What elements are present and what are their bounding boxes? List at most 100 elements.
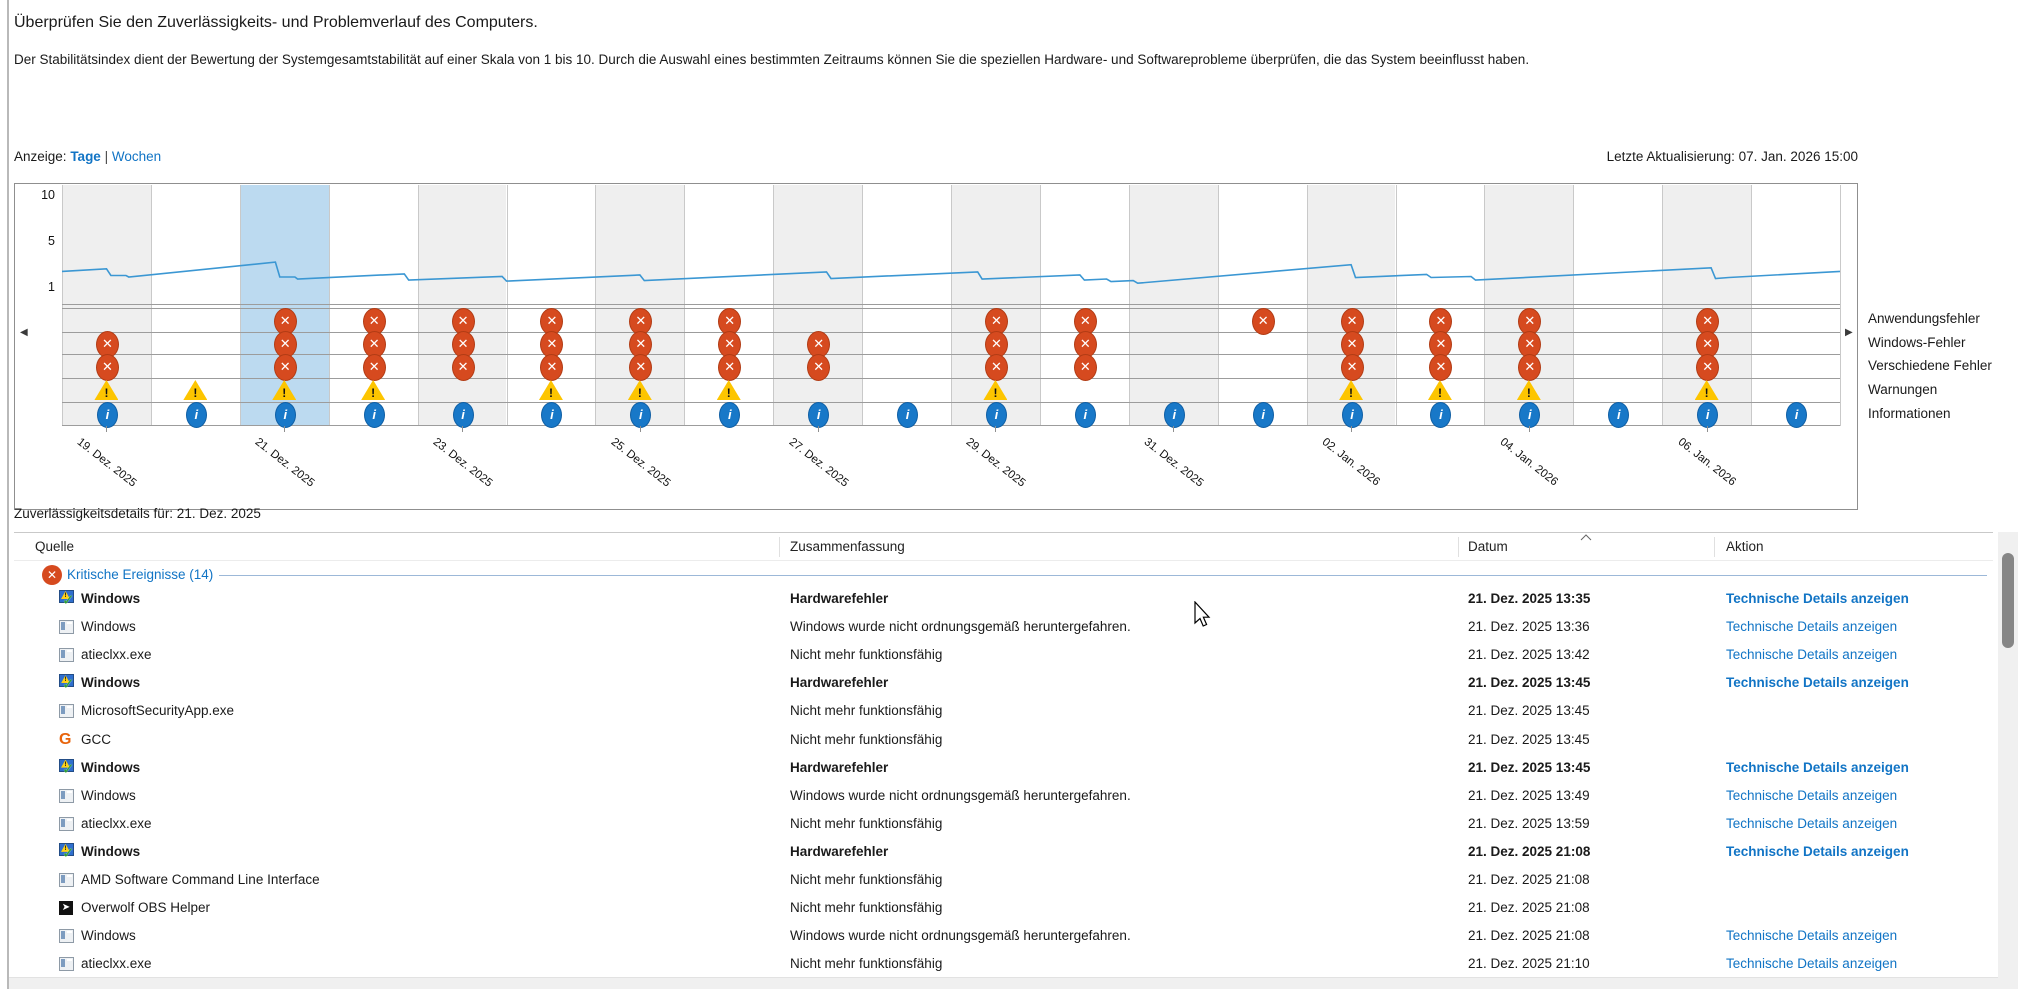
row-source: Windows (81, 787, 136, 803)
windows-hardware-error-icon: ! ✓ (59, 842, 76, 862)
table-row[interactable]: atieclxx.exe Nicht mehr funktionsfähig 21.… (14, 950, 1993, 978)
table-row[interactable]: AMD Software Command Line Interface Nicht… (14, 866, 1993, 894)
check-overlay: ✓ (62, 844, 75, 862)
column-separator[interactable] (779, 537, 780, 557)
application-icon (59, 815, 76, 832)
y-axis-tick-1: 1 (48, 280, 55, 294)
day-column-9[interactable] (773, 185, 863, 426)
column-header-aktion[interactable]: Aktion (1726, 539, 1764, 554)
technical-details-link[interactable]: Technische Details anzeigen (1726, 956, 1898, 972)
misc-error-icon: ✕ (451, 353, 475, 381)
misc-error-icon: ✕ (718, 353, 742, 381)
technical-details-link[interactable]: Technische Details anzeigen (1726, 647, 1898, 663)
window-shape (59, 648, 74, 663)
grid-hline (62, 425, 1840, 426)
date-tick (284, 426, 286, 432)
application-icon (59, 927, 76, 944)
table-row[interactable]: G GCC Nicht mehr funktionsfähig 21. Dez. 20… (14, 726, 1993, 754)
technical-details-link[interactable]: Technische Details anzeigen (1726, 675, 1909, 691)
legend-informationen: Informationen (1868, 406, 1951, 421)
technical-details-link[interactable]: Technische Details anzeigen (1726, 843, 1909, 859)
sort-ascending-icon (1580, 534, 1592, 541)
scroll-right-icon[interactable]: ▶ (1845, 327, 1853, 338)
table-row[interactable]: atieclxx.exe Nicht mehr funktionsfähig 21.… (14, 641, 1993, 669)
row-source: atieclxx.exe (81, 956, 152, 972)
day-column-13[interactable] (1128, 185, 1218, 426)
view-days-link[interactable]: Tage (70, 149, 101, 164)
date-tick (1706, 426, 1708, 432)
technical-details-link[interactable]: Technische Details anzeigen (1726, 928, 1898, 944)
date-tick (1351, 426, 1353, 432)
technical-details-link[interactable]: Technische Details anzeigen (1726, 759, 1909, 775)
column-separator[interactable] (1458, 537, 1459, 557)
date-label: 06. Jan. 2026 (1675, 436, 1738, 489)
application-error-icon: ✕ (984, 307, 1008, 335)
grid-vline (862, 185, 864, 426)
gcc-app-icon: G (59, 730, 72, 748)
row-source: atieclxx.exe (81, 815, 152, 831)
row-date: 21. Dez. 2025 13:42 (1468, 647, 1590, 663)
table-row[interactable]: ! ✓ Windows Hardwarefehler 21. Dez. 2025 21:… (14, 838, 1993, 866)
table-row[interactable]: ! ✓ Windows Hardwarefehler 21. Dez. 2025 13:… (14, 754, 1993, 782)
row-summary: Nicht mehr funktionsfähig (790, 731, 943, 747)
row-summary: Hardwarefehler (790, 759, 889, 775)
table-row[interactable]: MicrosoftSecurityApp.exe Nicht mehr funkt… (14, 697, 1993, 725)
mouse-cursor (1194, 601, 1211, 627)
windows-hardware-error-icon: ! ✓ (59, 674, 76, 694)
windows-error-icon: ✕ (1073, 330, 1097, 358)
grid-vline (1217, 185, 1219, 426)
table-row[interactable]: Windows Windows wurde nicht ordnungsgemäß… (14, 613, 1993, 641)
scroll-left-icon[interactable]: ◀ (20, 327, 28, 338)
day-column-5[interactable] (417, 185, 507, 426)
column-header-quelle[interactable]: Quelle (35, 539, 75, 554)
critical-events-group-label[interactable]: Kritische Ereignisse (14) (67, 567, 214, 582)
column-separator[interactable] (1714, 537, 1715, 557)
row-summary: Nicht mehr funktionsfähig (790, 815, 943, 831)
information-icon: i (1786, 402, 1808, 428)
row-date: 21. Dez. 2025 13:45 (1468, 731, 1590, 747)
date-tick (639, 426, 641, 432)
vertical-scrollbar-thumb[interactable] (2002, 553, 2014, 648)
row-date: 21. Dez. 2025 21:08 (1468, 928, 1590, 944)
row-summary: Hardwarefehler (790, 675, 889, 691)
table-row[interactable]: ! ✓ Windows Hardwarefehler 21. Dez. 2025 13:… (14, 669, 1993, 697)
column-header-zusammenfassung[interactable]: Zusammenfassung (790, 539, 905, 554)
information-icon: i (185, 402, 207, 428)
row-summary: Nicht mehr funktionsfähig (790, 703, 943, 719)
table-row[interactable]: Windows Windows wurde nicht ordnungsgemäß… (14, 782, 1993, 810)
row-source: Windows (81, 619, 136, 635)
table-row[interactable]: ! ✓ Windows Hardwarefehler 21. Dez. 2025 13:… (14, 585, 1993, 613)
bottom-strip (9, 977, 1998, 989)
page-title: Überprüfen Sie den Zuverlässigkeits- und… (14, 14, 538, 31)
legend-warnungen: Warnungen (1868, 382, 1938, 397)
application-icon (59, 618, 76, 635)
date-label: 21. Dez. 2025 (252, 436, 317, 490)
windows-hardware-error-icon: ! ✓ (59, 590, 76, 609)
grid-vline (1039, 185, 1041, 426)
technical-details-link[interactable]: Technische Details anzeigen (1726, 815, 1898, 831)
windows-error-icon: ✕ (1340, 330, 1364, 358)
table-row[interactable]: ➤ Overwolf OBS Helper Nicht mehr funktions… (14, 894, 1993, 922)
row-date: 21. Dez. 2025 13:49 (1468, 787, 1590, 803)
row-date: 21. Dez. 2025 13:59 (1468, 815, 1590, 831)
legend-anwendungsfehler: Anwendungsfehler (1868, 311, 1980, 326)
row-date: 21. Dez. 2025 13:45 (1468, 703, 1590, 719)
check-overlay: ✓ (62, 676, 75, 694)
critical-events-icon: ✕ (42, 565, 62, 585)
technical-details-link[interactable]: Technische Details anzeigen (1726, 787, 1898, 803)
information-icon: i (452, 402, 474, 428)
warning-overlay: ! (61, 843, 70, 852)
view-weeks-link[interactable]: Wochen (111, 149, 162, 164)
column-header-datum[interactable]: Datum (1468, 539, 1508, 554)
windows-error-icon: ✕ (451, 330, 475, 358)
grid-vline (239, 185, 241, 426)
table-row[interactable]: atieclxx.exe Nicht mehr funktionsfähig 21.… (14, 810, 1993, 838)
technical-details-link[interactable]: Technische Details anzeigen (1726, 619, 1898, 635)
row-date: 21. Dez. 2025 13:36 (1468, 619, 1590, 635)
table-row[interactable]: Windows Windows wurde nicht ordnungsgemäß… (14, 922, 1993, 950)
details-table: Quelle Zusammenfassung Datum Aktion ✕ Kr… (14, 532, 1993, 978)
group-rule (219, 575, 1987, 576)
information-icon: i (96, 402, 118, 428)
technical-details-link[interactable]: Technische Details anzeigen (1726, 591, 1909, 606)
grid-vline (150, 185, 152, 426)
